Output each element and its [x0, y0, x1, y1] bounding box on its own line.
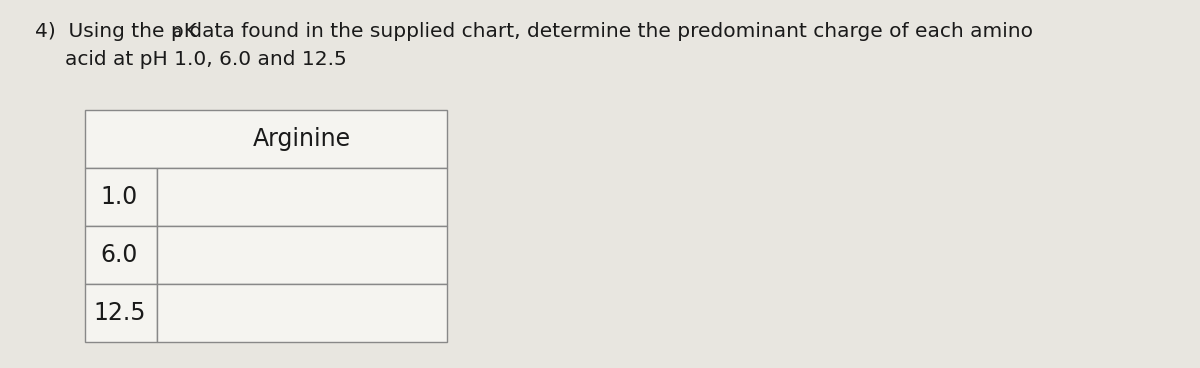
Text: Arginine: Arginine — [253, 127, 352, 151]
Text: acid at pH 1.0, 6.0 and 12.5: acid at pH 1.0, 6.0 and 12.5 — [65, 50, 347, 69]
Bar — [157, 226, 446, 284]
Bar — [157, 168, 446, 226]
Bar — [85, 168, 157, 226]
Text: 1.0: 1.0 — [101, 185, 138, 209]
Bar — [85, 110, 446, 168]
Bar — [157, 284, 446, 342]
Text: 12.5: 12.5 — [94, 301, 146, 325]
Bar — [85, 284, 157, 342]
Text: 4)  Using the pK: 4) Using the pK — [35, 22, 197, 41]
Bar — [85, 226, 157, 284]
Text: data found in the supplied chart, determine the predominant charge of each amino: data found in the supplied chart, determ… — [182, 22, 1033, 41]
Text: a: a — [172, 25, 181, 40]
Text: 6.0: 6.0 — [101, 243, 138, 267]
